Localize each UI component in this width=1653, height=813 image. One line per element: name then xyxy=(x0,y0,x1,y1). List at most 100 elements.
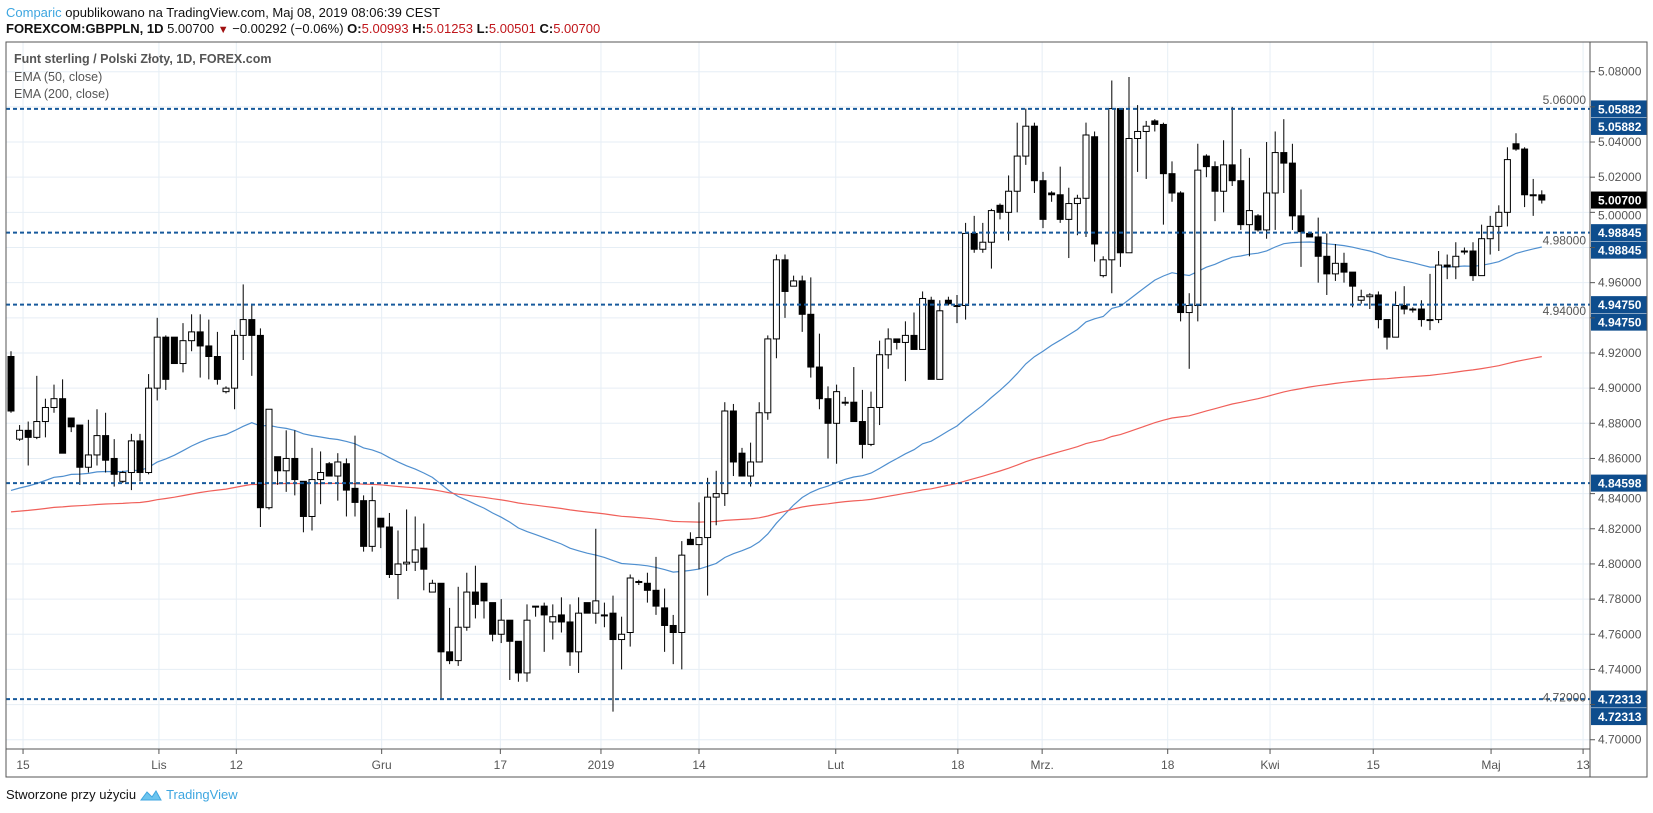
candle xyxy=(1323,233,1331,295)
candle xyxy=(1426,273,1434,331)
candle xyxy=(480,582,488,619)
candle-body-up xyxy=(1013,155,1021,192)
time-axis[interactable]: 15 Lis 12 Gru 17 2019 14 Lut 18 Mrz. 18 Kwi 15 Maj 13 xyxy=(16,749,1590,772)
candle-body-down xyxy=(996,204,1004,213)
candle-body-up xyxy=(93,435,101,456)
candle xyxy=(858,389,866,459)
candle-body-down xyxy=(1417,308,1425,321)
time-tick-label: Lis xyxy=(151,758,166,772)
candle xyxy=(1486,215,1494,255)
candle-body-down xyxy=(1538,194,1546,201)
candle-body-up xyxy=(84,454,92,468)
candle-body-up xyxy=(1331,262,1339,275)
candle xyxy=(1159,122,1167,225)
candle-body-down xyxy=(325,463,333,477)
candle-body-down xyxy=(729,410,737,463)
candle-body-down xyxy=(1116,108,1124,254)
candle xyxy=(1005,175,1013,241)
candle xyxy=(360,495,368,552)
candle xyxy=(93,409,101,466)
candle-body-up xyxy=(962,232,970,307)
candle-body-up xyxy=(1435,264,1443,321)
candle xyxy=(497,599,505,644)
candle-body-up xyxy=(987,210,995,243)
candle-body-up xyxy=(368,500,376,547)
candle-body-down xyxy=(815,366,823,400)
candle xyxy=(600,602,608,628)
candle-body-down xyxy=(927,299,935,380)
candle-body-down xyxy=(1228,164,1236,182)
candle xyxy=(231,330,239,410)
footer: Stworzone przy użyciu TradingView xyxy=(6,787,238,802)
candle xyxy=(463,572,471,631)
legend-ema200[interactable]: EMA (200, close) xyxy=(14,87,110,101)
symbol-label: FOREXCOM:GBPPLN, 1D xyxy=(6,21,164,36)
candle-body-down xyxy=(652,589,660,607)
candle xyxy=(807,277,815,378)
candle xyxy=(626,574,634,647)
candle xyxy=(772,254,780,359)
low-value: 5.00501 xyxy=(488,21,536,36)
candle xyxy=(291,430,299,496)
candle-body-down xyxy=(385,526,393,575)
candle xyxy=(222,386,230,394)
horizontal-levels[interactable]: 5.05882 5.05882 4.98845 4.98845 4.94750 4.947… xyxy=(6,100,1647,726)
author-link[interactable]: Comparic xyxy=(6,5,62,20)
candle-body-down xyxy=(1323,255,1331,275)
level-price-label: 4.98845 xyxy=(1598,226,1642,240)
candle-body-down xyxy=(540,605,548,616)
price-tick-label: 4.80000 xyxy=(1598,557,1642,571)
price-tick-label: 4.84000 xyxy=(1598,492,1642,506)
candle xyxy=(368,486,376,552)
candle xyxy=(1237,149,1245,230)
candle xyxy=(1168,161,1176,202)
candle-body-up xyxy=(592,600,600,614)
candle-body-down xyxy=(1168,173,1176,194)
candle xyxy=(1082,122,1090,237)
candle-body-up xyxy=(1220,164,1228,192)
price-axis[interactable]: 5.08000 5.06000 5.04000 5.02000 5.00000 4.980… xyxy=(1543,65,1642,747)
candle-body-down xyxy=(1374,294,1382,321)
price-change: −0.00292 (−0.06%) xyxy=(232,21,344,36)
candle-body-up xyxy=(618,633,626,641)
time-tick-label: 17 xyxy=(494,758,508,772)
candle-body-down xyxy=(420,547,428,570)
price-tick-label: 4.76000 xyxy=(1598,627,1642,641)
price-tick-label: 5.06000 xyxy=(1543,93,1587,107)
high-value: 5.01253 xyxy=(425,21,473,36)
candle-body-up xyxy=(575,612,583,653)
publish-text: opublikowano na TradingView.com, Maj 08,… xyxy=(65,5,441,20)
price-tick-label: 4.72000 xyxy=(1543,691,1587,705)
candle-body-up xyxy=(721,410,729,495)
symbol-info: FOREXCOM:GBPPLN, 1D 5.00700 ▼ −0.00292 (… xyxy=(6,21,600,36)
candle-body-up xyxy=(1357,296,1365,301)
candle xyxy=(1503,147,1511,227)
candle xyxy=(609,595,617,712)
candle xyxy=(489,602,497,642)
candle xyxy=(695,502,703,570)
candle-body-down xyxy=(669,624,677,634)
candle xyxy=(1039,171,1047,229)
candle xyxy=(317,451,325,505)
candle xyxy=(1013,122,1021,213)
tradingview-logo-icon[interactable] xyxy=(140,788,162,802)
candle-body-up xyxy=(428,582,436,593)
candle xyxy=(1495,205,1503,252)
tradingview-link[interactable]: TradingView xyxy=(166,787,238,802)
candle xyxy=(1228,106,1236,186)
candle-body-down xyxy=(1288,162,1296,217)
price-tick-label: 4.98000 xyxy=(1543,234,1587,248)
candle-body-up xyxy=(1503,159,1511,213)
last-price: 5.00700 xyxy=(167,21,215,36)
candle xyxy=(549,604,557,640)
candle xyxy=(927,296,935,380)
candle xyxy=(1271,131,1279,230)
candle xyxy=(1202,154,1210,178)
candle-body-down xyxy=(1280,152,1288,164)
legend-ema50[interactable]: EMA (50, close) xyxy=(14,70,103,84)
candle xyxy=(1331,243,1339,281)
candle-body-down xyxy=(1091,136,1099,245)
candle xyxy=(1254,214,1262,232)
candle xyxy=(1460,247,1468,255)
